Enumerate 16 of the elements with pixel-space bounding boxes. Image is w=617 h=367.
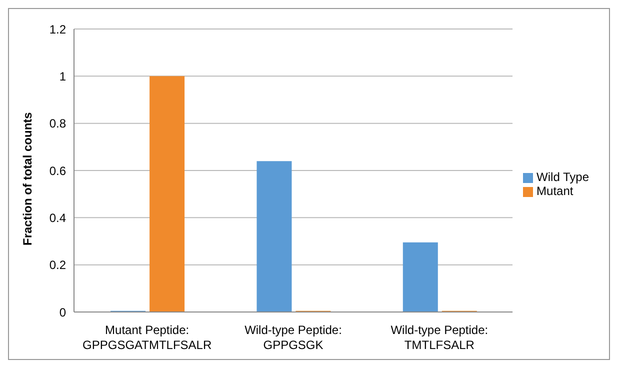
y-tick-label: 1 [59, 69, 66, 84]
y-tick-label: 0.8 [49, 116, 66, 131]
x-tick-label: Wild-type Peptide: GPPGSGK [244, 323, 342, 352]
legend-label: Wild Type [536, 170, 589, 184]
y-tick-label: 0 [59, 305, 66, 320]
legend-label: Mutant [536, 184, 574, 198]
y-tick-label: 0.4 [49, 210, 66, 225]
y-tick-label: 0.2 [49, 258, 66, 272]
bar [150, 76, 185, 312]
bar [256, 161, 292, 312]
y-tick-label: 0.6 [49, 164, 66, 178]
bar [402, 242, 438, 312]
x-tick-label: Wild-type Peptide: TMTLFSALR [390, 323, 488, 352]
x-tick-label: Mutant Peptide: GPPGSGATMTLFSALR [82, 323, 212, 352]
y-tick-label: 1.2 [49, 22, 66, 36]
y-axis-title: Fraction of total counts [20, 112, 34, 246]
